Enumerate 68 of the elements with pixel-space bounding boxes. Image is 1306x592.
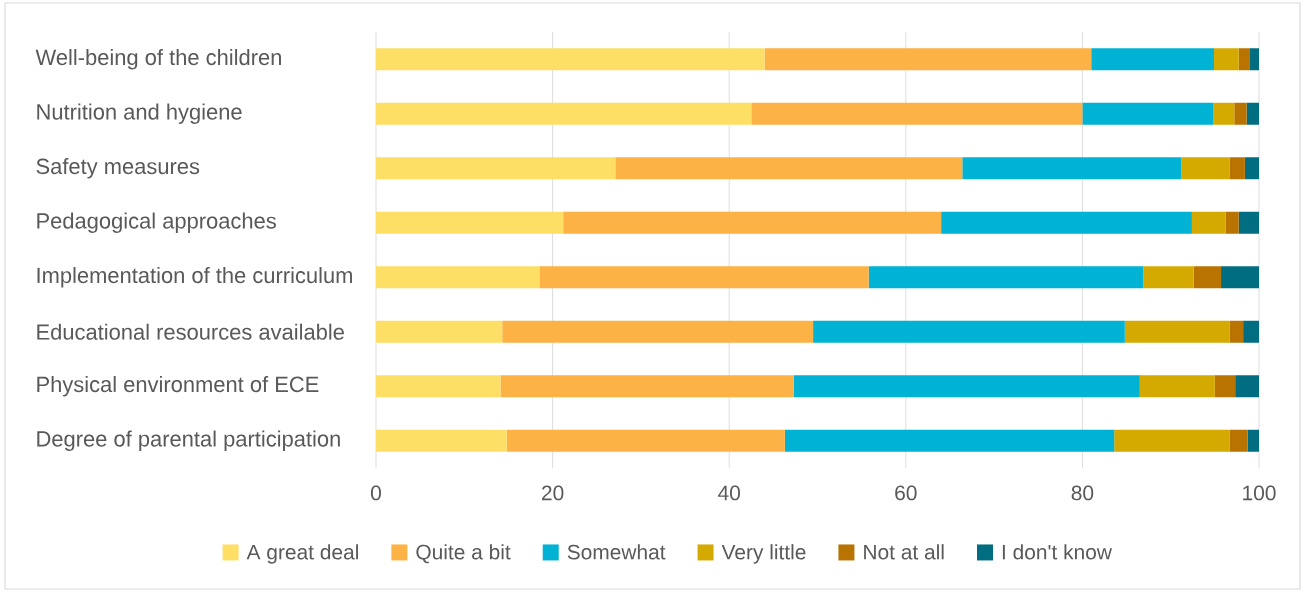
bar — [376, 266, 540, 289]
x-tick-label: 20 — [542, 485, 564, 501]
x-tick-label: 60 — [895, 485, 917, 501]
bar — [376, 375, 501, 398]
bar — [539, 266, 869, 289]
bar — [1234, 102, 1247, 125]
bar — [1082, 102, 1214, 125]
bar — [813, 320, 1125, 343]
legend-label: Not at all — [864, 544, 944, 560]
bar — [506, 429, 785, 452]
bar — [784, 429, 1115, 452]
legend-label: Quite a bit — [416, 544, 511, 564]
bar — [1244, 157, 1260, 180]
bar — [376, 429, 507, 452]
y-tick-label: Pedagogical approaches — [37, 212, 276, 233]
bar — [563, 211, 942, 234]
bar — [1229, 429, 1248, 452]
bar — [500, 375, 794, 398]
bar — [1213, 102, 1235, 125]
bar — [868, 266, 1144, 289]
legend-label: Very little — [721, 544, 806, 564]
y-tick-label: Educational resources available — [37, 323, 344, 340]
bar — [941, 211, 1192, 234]
bar — [1243, 320, 1260, 343]
bar — [1221, 266, 1260, 289]
bar — [1238, 211, 1260, 234]
bar — [751, 102, 1083, 125]
legend-label: I don't know — [1002, 544, 1112, 560]
bar — [1139, 375, 1215, 398]
bar — [1229, 157, 1245, 180]
bar — [376, 157, 616, 180]
y-tick-label: Nutrition and hygiene — [37, 103, 242, 124]
bar — [1249, 48, 1260, 71]
y-tick-label: Implementation of the curriculum — [37, 267, 352, 288]
bar — [1247, 429, 1260, 452]
bar — [1143, 266, 1194, 289]
bar — [793, 375, 1140, 398]
bar — [764, 48, 1092, 71]
bar — [1246, 102, 1260, 125]
x-tick-label: 80 — [1071, 485, 1094, 501]
y-tick-label: Physical environment of ECE — [37, 376, 319, 397]
bar — [376, 102, 752, 125]
legend-label: A great deal — [246, 544, 358, 564]
bar — [376, 211, 564, 234]
bar — [1238, 48, 1250, 71]
bar — [1193, 266, 1222, 289]
bar — [376, 320, 503, 343]
bar — [502, 320, 814, 343]
bar — [1235, 375, 1260, 398]
bar — [1213, 48, 1239, 71]
bar — [1229, 320, 1244, 343]
x-tick-label: 40 — [718, 485, 741, 501]
bar — [1091, 48, 1214, 71]
bar — [1214, 375, 1236, 398]
bar — [1225, 211, 1239, 234]
x-tick-label: 100 — [1243, 485, 1276, 501]
bar — [962, 157, 1182, 180]
bar — [1191, 211, 1226, 234]
y-tick-label: Safety measures — [36, 158, 200, 179]
bar — [1114, 429, 1230, 452]
bar — [615, 157, 963, 180]
x-tick-label: 0 — [371, 485, 381, 501]
legend-label: Somewhat — [567, 544, 666, 560]
y-tick-label: Well-being of the children — [35, 49, 281, 70]
bar — [1124, 320, 1230, 343]
y-tick-label: Degree of parental participation — [37, 430, 340, 451]
bar — [376, 48, 765, 71]
bar — [1181, 157, 1230, 180]
